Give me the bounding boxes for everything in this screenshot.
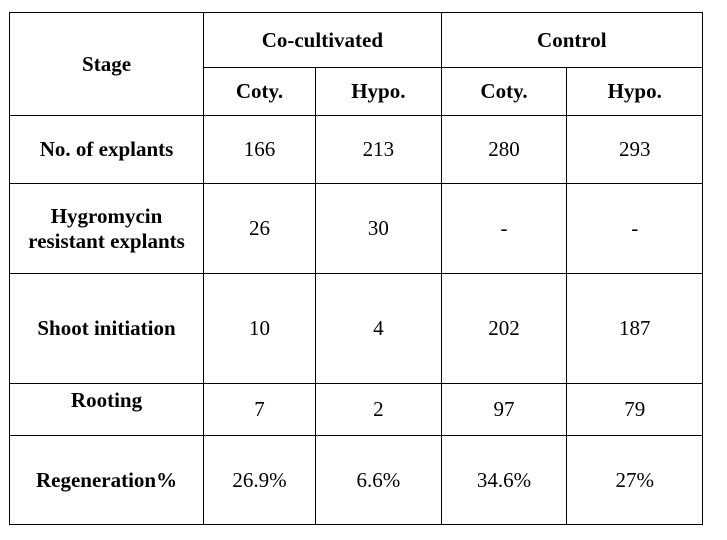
- results-table: Stage Co-cultivated Control Coty. Hypo. …: [8, 12, 704, 525]
- group-header-cocultivated: Co-cultivated: [203, 12, 442, 68]
- table-cell: 280: [440, 115, 568, 184]
- table-cell: 187: [566, 273, 703, 384]
- table-cell: 293: [566, 115, 703, 184]
- row-label-explants: No. of explants: [8, 115, 205, 184]
- table-cell: 97: [440, 383, 568, 436]
- table-row: Rooting 7 2 97 79: [8, 383, 703, 436]
- row-label-hygromycin-line2: resistant explants: [28, 228, 185, 253]
- table-cell: 166: [203, 115, 316, 184]
- table-cell: 202: [440, 273, 568, 384]
- row-label-shoot-initiation: Shoot initiation: [8, 273, 205, 384]
- table-cell: 4: [315, 273, 442, 384]
- table-cell: 27%: [566, 435, 703, 525]
- table-cell: 7: [203, 383, 316, 436]
- table-cell: 79: [566, 383, 703, 436]
- table-header-row: Stage Co-cultivated Control: [8, 12, 704, 116]
- table-cell: 30: [315, 183, 442, 274]
- row-label-rooting: Rooting: [8, 383, 205, 436]
- subheader-coty-cocultivated: Coty.: [203, 67, 316, 116]
- row-label-regeneration: Regeneration%: [8, 435, 205, 525]
- stage-header: Stage: [8, 12, 205, 116]
- group-header-control: Control: [440, 12, 704, 68]
- subheader-coty-control: Coty.: [440, 67, 568, 116]
- table-cell: 10: [203, 273, 316, 384]
- table-cell: 213: [315, 115, 442, 184]
- table-cell: 34.6%: [440, 435, 568, 525]
- table-cell: 6.6%: [315, 435, 442, 525]
- table-cell: 26.9%: [203, 435, 316, 525]
- table-cell: -: [440, 183, 568, 274]
- table-cell: 26: [203, 183, 316, 274]
- row-label-hygromycin-line1: Hygromycin: [50, 203, 163, 228]
- table-row: Regeneration% 26.9% 6.6% 34.6% 27%: [8, 435, 703, 525]
- table-row: Hygromycin resistant explants 26 30 - -: [8, 183, 703, 274]
- table-cell: -: [566, 183, 703, 274]
- table-row: Shoot initiation 10 4 202 187: [8, 273, 703, 384]
- subheader-hypo-control: Hypo.: [566, 67, 703, 116]
- table-cell: 2: [315, 383, 442, 436]
- subheader-hypo-cocultivated: Hypo.: [315, 67, 442, 116]
- row-label-hygromycin: Hygromycin resistant explants: [8, 183, 205, 274]
- table-row: No. of explants 166 213 280 293: [8, 115, 703, 184]
